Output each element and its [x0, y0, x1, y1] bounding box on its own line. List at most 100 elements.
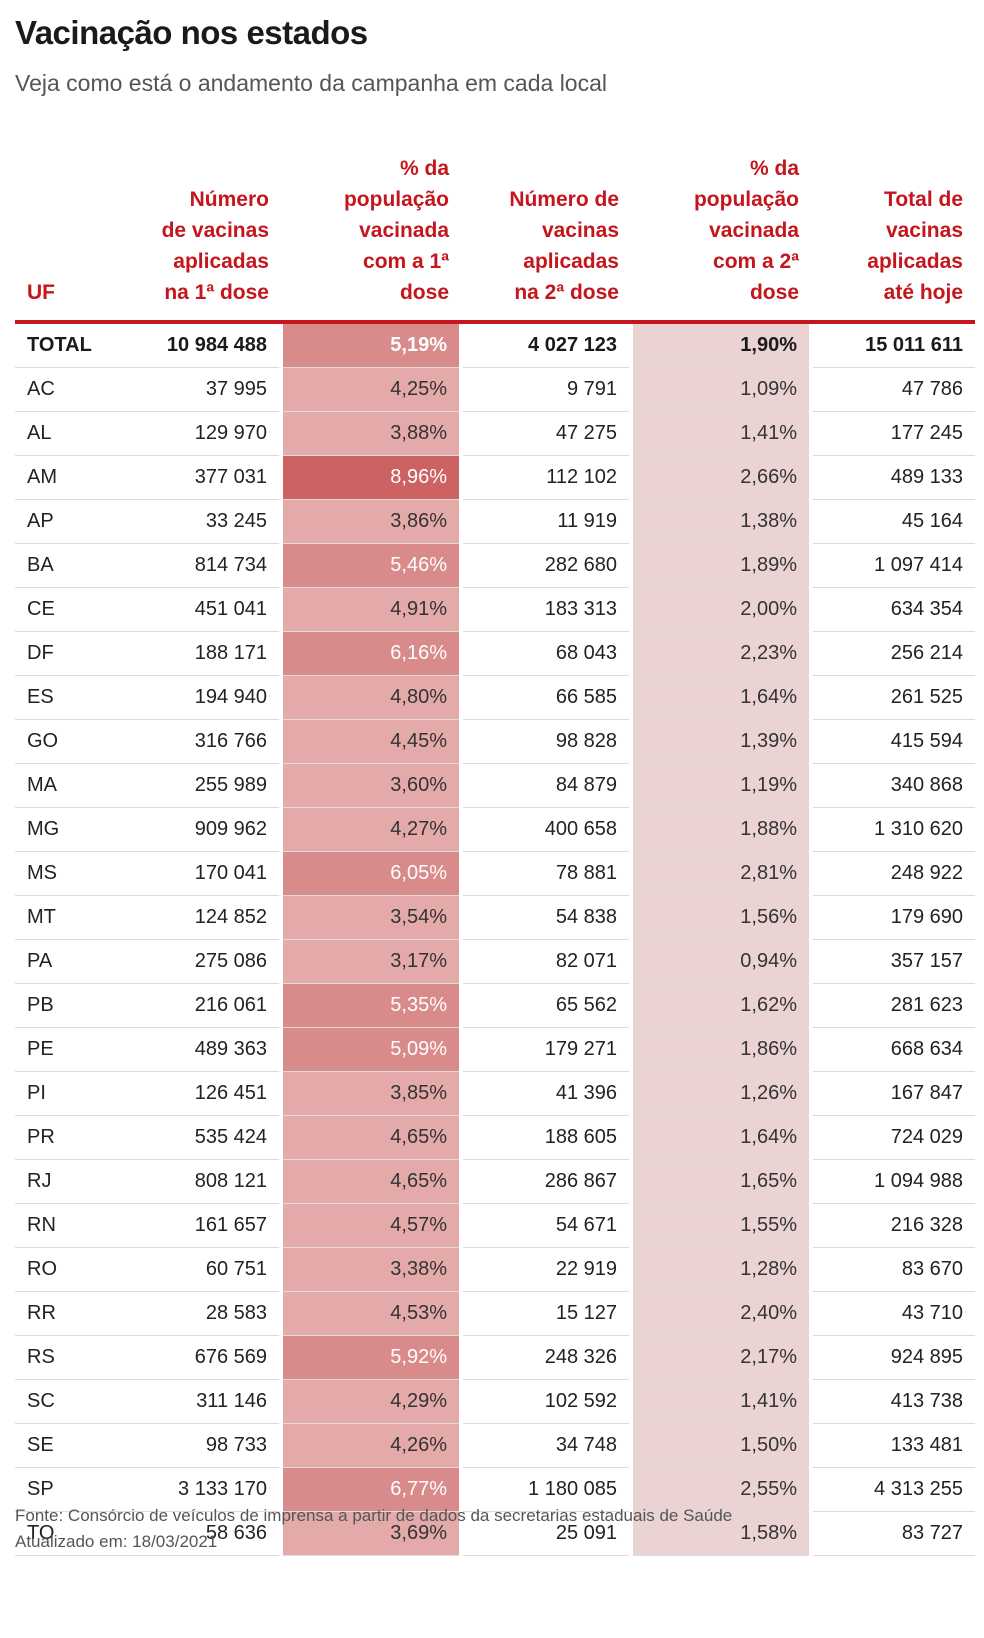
cell-uf: SP [15, 1467, 119, 1512]
cell-dose2-count: 112 102 [461, 455, 631, 500]
vaccination-table: UF Número de vacinas aplicadas na 1ª dose% d… [15, 138, 975, 1556]
cell-total: 45 164 [811, 499, 975, 544]
cell-total: 415 594 [811, 719, 975, 764]
cell-uf: ES [15, 675, 119, 720]
cell-dose1-pct: 4,91% [279, 587, 463, 632]
cell-dose1-pct: 4,25% [279, 367, 463, 412]
col-total-header: Total de vacinas aplicadas até hoje [811, 138, 975, 324]
cell-dose2-pct: 1,39% [629, 719, 813, 764]
cell-uf: RJ [15, 1159, 119, 1204]
cell-uf: RS [15, 1335, 119, 1380]
cell-total: 177 245 [811, 411, 975, 456]
cell-dose1-count: 3 133 170 [119, 1467, 281, 1512]
cell-dose1-count: 311 146 [119, 1379, 281, 1424]
cell-dose1-pct: 3,17% [279, 939, 463, 984]
cell-uf: PE [15, 1027, 119, 1072]
cell-dose2-count: 54 671 [461, 1203, 631, 1248]
cell-dose1-pct: 3,54% [279, 895, 463, 940]
cell-total: 83 727 [811, 1511, 975, 1556]
cell-uf: BA [15, 543, 119, 588]
cell-dose2-count: 248 326 [461, 1335, 631, 1380]
cell-dose1-pct: 3,88% [279, 411, 463, 456]
cell-uf: MS [15, 851, 119, 896]
cell-dose1-count: 98 733 [119, 1423, 281, 1468]
table-row: SC 311 146 4,29% 102 592 1,41% 413 738 [15, 1379, 975, 1424]
cell-uf: MT [15, 895, 119, 940]
cell-dose2-pct: 2,23% [629, 631, 813, 676]
cell-dose1-count: 275 086 [119, 939, 281, 984]
cell-dose1-count: 60 751 [119, 1247, 281, 1292]
table-row: ES 194 940 4,80% 66 585 1,64% 261 525 [15, 675, 975, 720]
cell-dose1-count: 188 171 [119, 631, 281, 676]
cell-total: 47 786 [811, 367, 975, 412]
cell-dose2-pct: 1,89% [629, 543, 813, 588]
cell-dose1-pct: 4,65% [279, 1159, 463, 1204]
cell-dose2-count: 41 396 [461, 1071, 631, 1116]
cell-dose2-pct: 1,19% [629, 763, 813, 808]
cell-dose2-count: 183 313 [461, 587, 631, 632]
cell-dose1-pct: 4,26% [279, 1423, 463, 1468]
cell-dose1-count: 170 041 [119, 851, 281, 896]
cell-dose1-count: 676 569 [119, 1335, 281, 1380]
cell-uf: AP [15, 499, 119, 544]
cell-dose2-pct: 1,65% [629, 1159, 813, 1204]
cell-dose2-count: 188 605 [461, 1115, 631, 1160]
cell-dose1-pct: 5,35% [279, 983, 463, 1028]
table-row: PI 126 451 3,85% 41 396 1,26% 167 847 [15, 1071, 975, 1116]
cell-dose1-count: 124 852 [119, 895, 281, 940]
cell-dose2-pct: 2,81% [629, 851, 813, 896]
col-dose2-count-header: Número de vacinas aplicadas na 2ª dose [461, 138, 631, 324]
cell-dose2-pct: 1,41% [629, 411, 813, 456]
cell-dose2-pct: 1,38% [629, 499, 813, 544]
cell-dose1-pct: 8,96% [279, 455, 463, 500]
cell-dose2-count: 34 748 [461, 1423, 631, 1468]
cell-dose1-count: 194 940 [119, 675, 281, 720]
cell-dose2-count: 68 043 [461, 631, 631, 676]
cell-dose2-count: 82 071 [461, 939, 631, 984]
cell-uf: RR [15, 1291, 119, 1336]
cell-dose2-count: 98 828 [461, 719, 631, 764]
cell-uf: PI [15, 1071, 119, 1116]
cell-uf: TO [15, 1511, 119, 1556]
page-title: Vacinação nos estados [15, 14, 368, 51]
cell-dose2-count: 78 881 [461, 851, 631, 896]
table-row: SE 98 733 4,26% 34 748 1,50% 133 481 [15, 1423, 975, 1468]
cell-dose2-count: 15 127 [461, 1291, 631, 1336]
cell-dose1-count: 129 970 [119, 411, 281, 456]
cell-dose2-count: 25 091 [461, 1511, 631, 1556]
table-row: AM 377 031 8,96% 112 102 2,66% 489 133 [15, 455, 975, 500]
cell-dose2-pct: 2,00% [629, 587, 813, 632]
table-row: PR 535 424 4,65% 188 605 1,64% 724 029 [15, 1115, 975, 1160]
cell-dose1-pct: 3,86% [279, 499, 463, 544]
cell-dose2-count: 282 680 [461, 543, 631, 588]
cell-uf: MA [15, 763, 119, 808]
cell-total: 1 310 620 [811, 807, 975, 852]
cell-total: 15 011 611 [811, 322, 975, 368]
cell-dose2-count: 1 180 085 [461, 1467, 631, 1512]
cell-total: 413 738 [811, 1379, 975, 1424]
cell-dose2-count: 84 879 [461, 763, 631, 808]
cell-dose1-count: 377 031 [119, 455, 281, 500]
cell-dose2-pct: 1,56% [629, 895, 813, 940]
cell-uf: PB [15, 983, 119, 1028]
cell-dose2-count: 400 658 [461, 807, 631, 852]
table-row: PA 275 086 3,17% 82 071 0,94% 357 157 [15, 939, 975, 984]
cell-total: 261 525 [811, 675, 975, 720]
col-uf-header: UF [15, 138, 119, 324]
cell-dose1-pct: 5,46% [279, 543, 463, 588]
cell-total: 724 029 [811, 1115, 975, 1160]
cell-total: 1 094 988 [811, 1159, 975, 1204]
cell-dose1-count: 37 995 [119, 367, 281, 412]
cell-dose2-count: 9 791 [461, 367, 631, 412]
cell-dose1-count: 58 636 [119, 1511, 281, 1556]
table-row: AC 37 995 4,25% 9 791 1,09% 47 786 [15, 367, 975, 412]
cell-uf: AL [15, 411, 119, 456]
cell-dose2-pct: 1,55% [629, 1203, 813, 1248]
cell-dose1-pct: 6,77% [279, 1467, 463, 1512]
cell-dose1-count: 161 657 [119, 1203, 281, 1248]
table-row: SP 3 133 170 6,77% 1 180 085 2,55% 4 313 255 [15, 1467, 975, 1512]
cell-dose1-pct: 5,19% [279, 322, 463, 368]
cell-dose2-count: 22 919 [461, 1247, 631, 1292]
table-row: MT 124 852 3,54% 54 838 1,56% 179 690 [15, 895, 975, 940]
table-row: MA 255 989 3,60% 84 879 1,19% 340 868 [15, 763, 975, 808]
